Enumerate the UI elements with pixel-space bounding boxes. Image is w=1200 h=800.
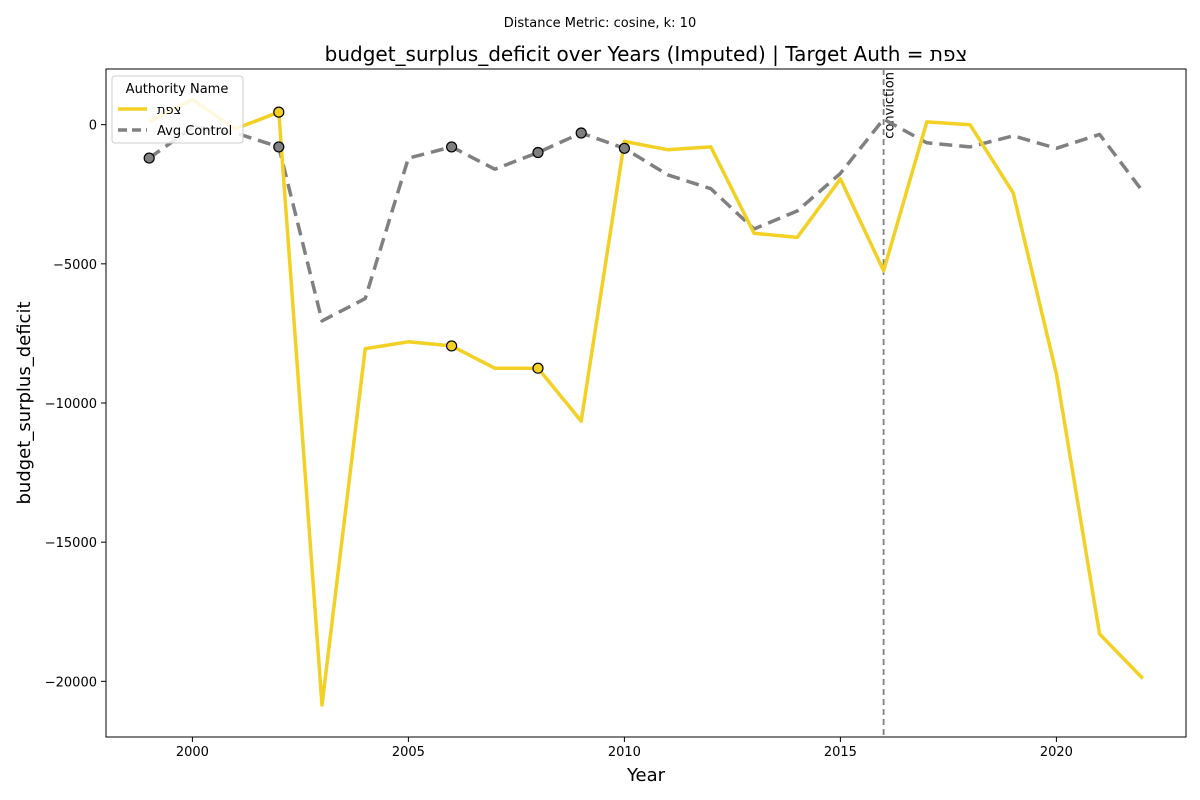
plot-area xyxy=(105,68,1187,738)
x-tick-label: 2005 xyxy=(392,745,425,760)
imputed-point-control xyxy=(446,141,458,153)
annotation-group: conviction xyxy=(883,69,898,737)
y-tick-label: −5000 xyxy=(53,258,97,273)
imputed-markers xyxy=(143,106,631,374)
imputed-point-target xyxy=(446,340,458,352)
y-tick-label: −10000 xyxy=(45,397,97,412)
imputed-point-control xyxy=(532,146,544,159)
legend-label-control: Avg Control xyxy=(157,124,232,139)
legend-label-target: צפת xyxy=(157,103,181,118)
plot-frame xyxy=(105,68,1187,738)
series-line-control xyxy=(148,117,1145,323)
x-axis-label: Year xyxy=(626,765,666,786)
imputed-point-target xyxy=(273,106,285,118)
imputed-point-control xyxy=(143,152,155,164)
y-tick-label: −20000 xyxy=(45,675,97,690)
legend-box xyxy=(111,75,244,144)
x-tick-label: 2015 xyxy=(824,745,857,760)
suptitle: Distance Metric: cosine, k: 10 xyxy=(504,16,696,31)
imputed-point-target xyxy=(532,362,544,374)
imputed-point-control xyxy=(575,127,587,139)
imputed-point-control xyxy=(273,141,285,153)
y-tick-label: −15000 xyxy=(45,536,97,551)
y-tick-label: 0 xyxy=(89,119,97,134)
x-tick-label: 2020 xyxy=(1040,745,1073,760)
conviction-label: conviction xyxy=(883,72,898,139)
x-tick-label: 2010 xyxy=(608,745,641,760)
series-line-target xyxy=(148,97,1145,707)
x-tick-label: 2000 xyxy=(176,745,209,760)
imputed-point-control xyxy=(618,142,631,154)
legend-title: Authority Name xyxy=(126,82,229,97)
legend: Authority Name צפת Avg Control xyxy=(111,75,244,144)
chart-title: budget_surplus_deficit over Years (Imput… xyxy=(325,42,968,66)
series-group xyxy=(148,97,1145,707)
tick-group: 2000 2005 2010 2015 2020 0 −5000 −10000 −15000 −2… xyxy=(45,119,1073,760)
y-axis-label: budget_surplus_deficit xyxy=(14,301,35,504)
